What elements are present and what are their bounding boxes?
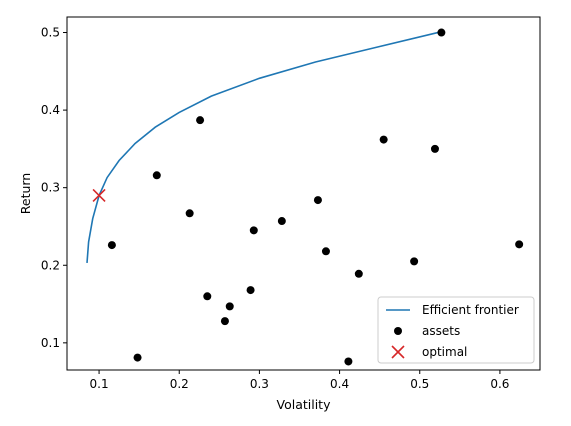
asset-point [344,357,353,366]
asset-point [430,144,439,153]
asset-point [220,317,229,326]
asset-point [249,226,258,235]
asset-point [379,135,388,144]
asset-point [133,353,142,362]
x-tick-label: 0.6 [490,377,509,391]
legend-dot-swatch [394,327,402,335]
optimal-point [92,188,106,203]
x-tick-label: 0.3 [250,377,269,391]
plot-area [86,28,524,366]
efficient-frontier-line [86,30,442,263]
y-tick-label: 0.4 [41,103,60,117]
asset-point [321,247,330,256]
legend-label: assets [422,324,460,338]
legend: Efficient frontier assets optimal [377,296,535,364]
legend-label: optimal [422,345,467,359]
y-axis-ticks: 0.1 0.2 0.3 0.4 0.5 [41,26,67,350]
y-tick-label: 0.1 [41,336,60,350]
x-tick-label: 0.1 [90,377,109,391]
axes [66,16,541,371]
y-tick-label: 0.3 [41,181,60,195]
asset-point [277,217,286,226]
x-axis-label: Volatility [277,397,332,412]
asset-point [107,241,116,250]
asset-point [203,292,212,301]
asset-point [225,302,234,311]
asset-point [246,286,255,295]
asset-point [354,269,363,278]
asset-point [313,196,322,205]
x-axis-ticks: 0.1 0.2 0.3 0.4 0.5 0.6 [90,370,509,391]
asset-point [152,171,161,180]
axes-frame [66,16,541,371]
y-tick-label: 0.2 [41,258,60,272]
x-tick-label: 0.2 [170,377,189,391]
x-tick-label: 0.4 [330,377,349,391]
legend-box [377,296,535,364]
asset-point [185,209,194,218]
x-tick-label: 0.5 [410,377,429,391]
asset-point [196,116,205,125]
legend-x-swatch [391,345,405,359]
y-tick-label: 0.5 [41,26,60,40]
asset-point [437,28,446,37]
asset-point [410,257,419,266]
optimal-marker-stroke [92,188,106,203]
asset-point [515,240,524,249]
legend-label: Efficient frontier [422,303,519,317]
y-axis-label: Return [18,173,33,214]
